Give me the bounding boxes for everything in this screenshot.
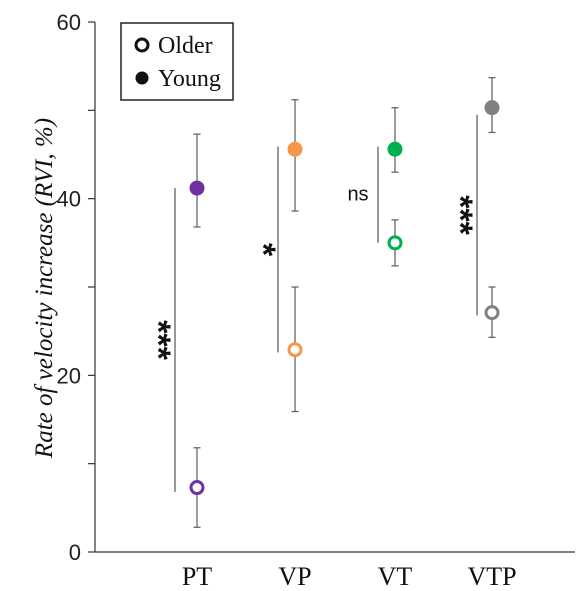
legend-older-marker — [134, 37, 150, 53]
legend: Older Young — [120, 22, 234, 101]
x-tick-label-vtp: VTP — [467, 562, 516, 591]
x-tick-label-pt: PT — [182, 562, 212, 591]
y-tick-label: 0 — [69, 540, 81, 565]
legend-young-marker — [135, 71, 149, 85]
point-older-pt — [189, 480, 205, 496]
legend-young-label: Young — [158, 66, 221, 92]
x-tick-label-vp: VP — [278, 562, 311, 591]
point-older-vtp — [484, 305, 500, 321]
point-older-vt — [387, 235, 403, 251]
y-tick-label: 40 — [57, 187, 81, 212]
legend-older-label: Older — [158, 33, 213, 59]
x-tick-label-vt: VT — [378, 562, 413, 591]
legend-box — [120, 22, 234, 101]
point-young-vtp — [484, 100, 500, 116]
significance-label-pt: *** — [139, 320, 177, 360]
y-tick-label: 20 — [57, 363, 81, 388]
point-young-vp — [287, 141, 303, 157]
significance-label-vt: ns — [347, 184, 368, 206]
point-young-pt — [189, 180, 205, 196]
point-older-vp — [287, 342, 303, 358]
point-young-vt — [387, 141, 403, 157]
significance-label-vp: * — [244, 243, 282, 257]
y-tick-label: 60 — [57, 10, 81, 35]
y-axis-label: Rate of velocity increase (RVI, %) — [31, 118, 58, 459]
significance-label-vtp: *** — [441, 195, 479, 235]
